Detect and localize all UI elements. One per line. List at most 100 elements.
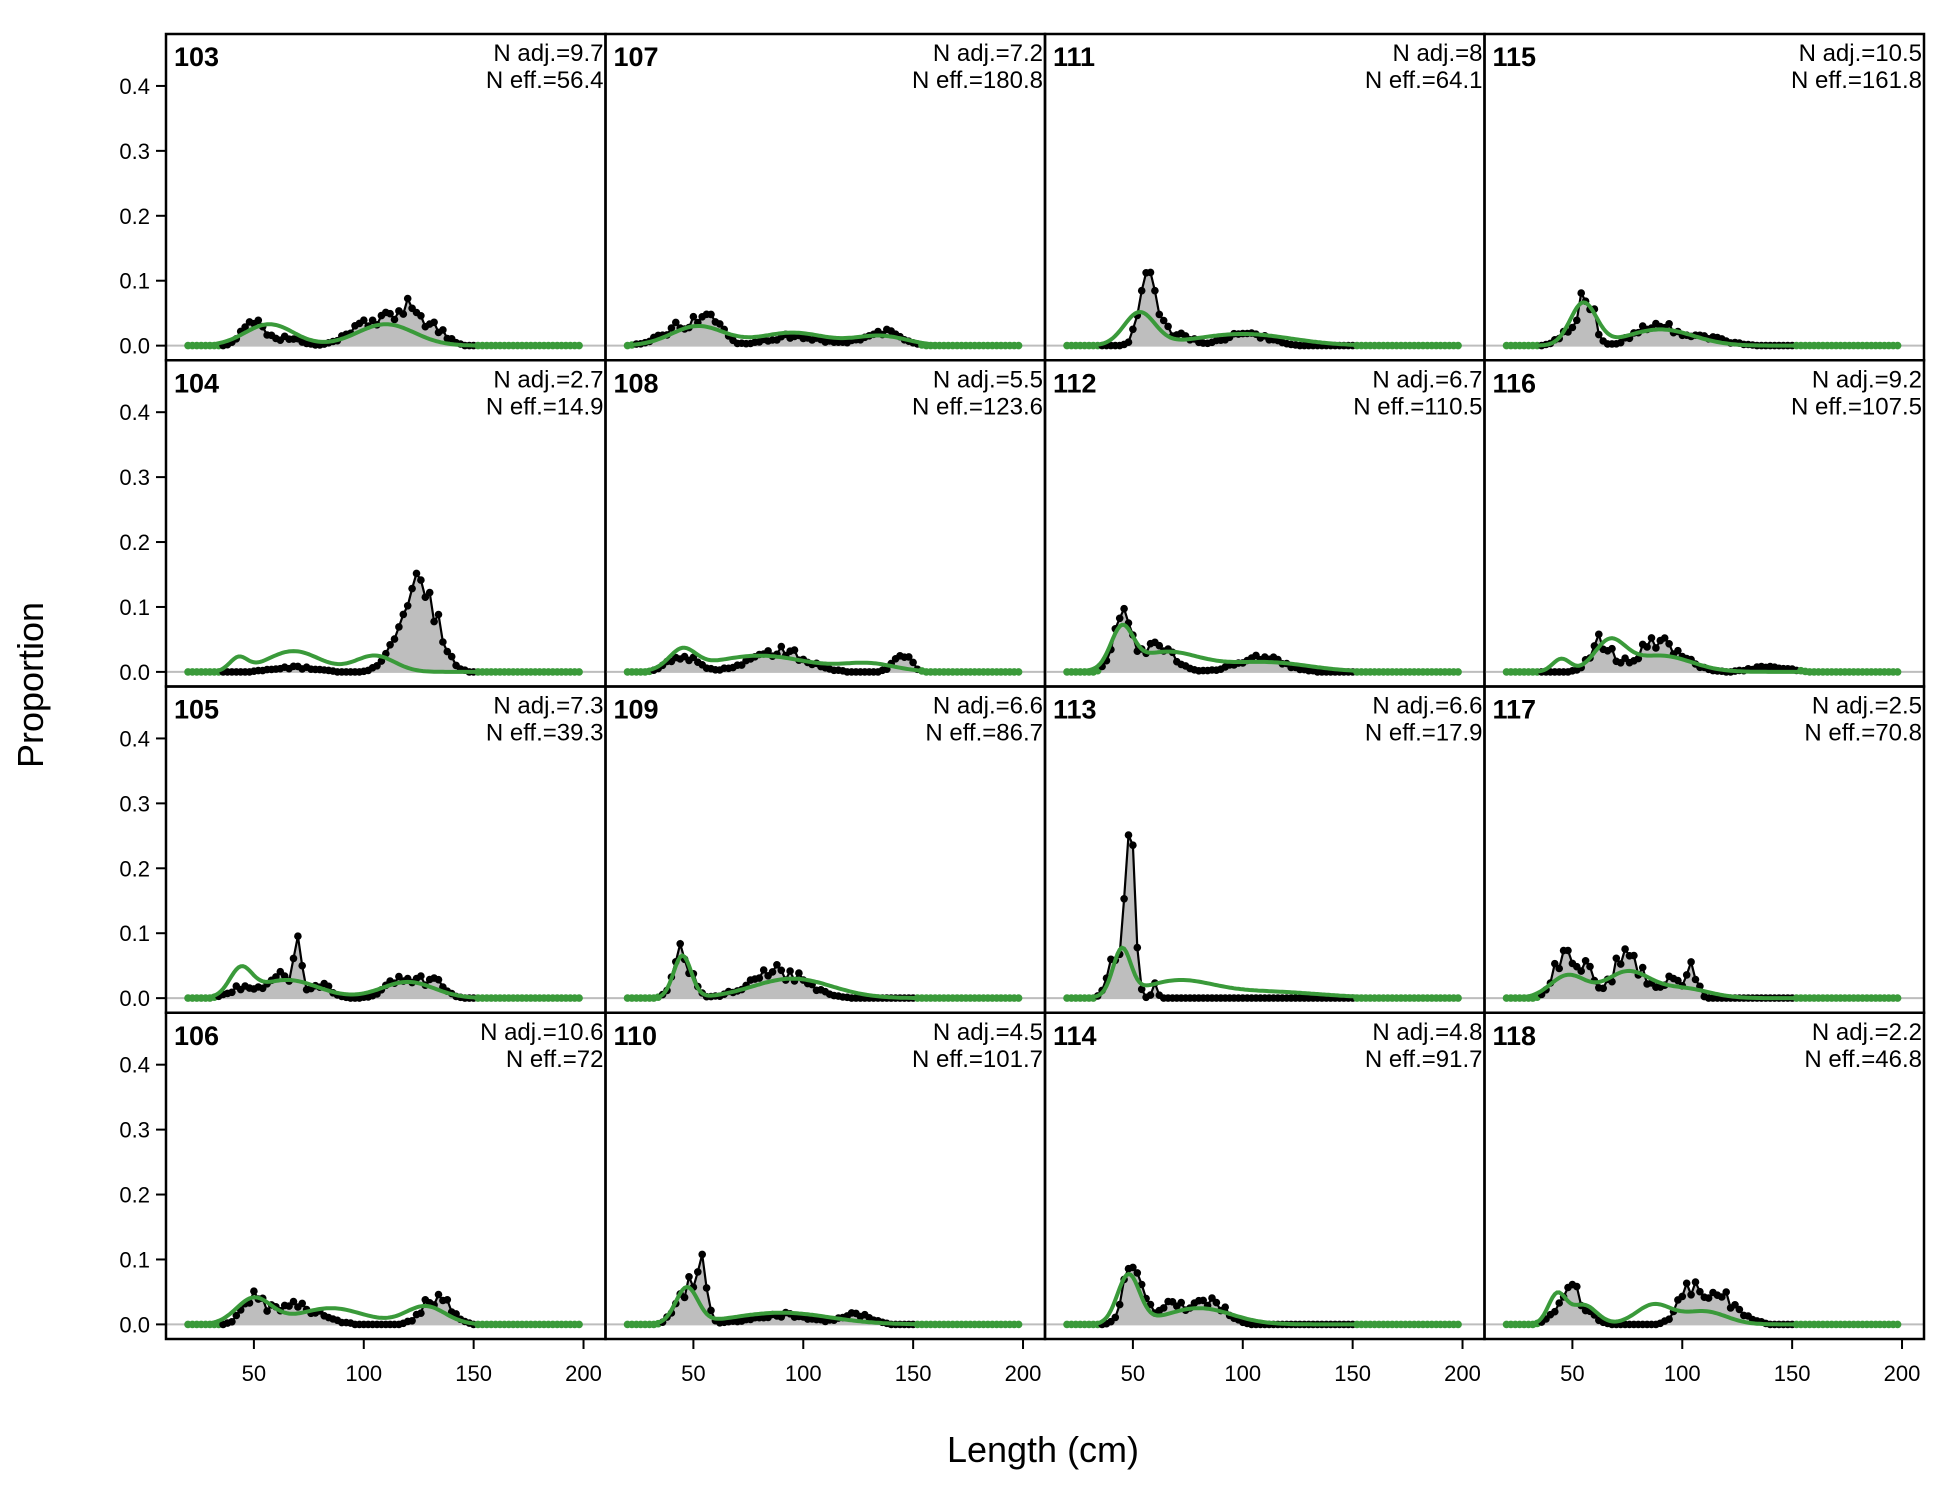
expected-line xyxy=(188,1295,580,1327)
observed-point xyxy=(1718,1293,1726,1301)
expected-line xyxy=(1067,1271,1459,1327)
panel-n-eff: N eff.=56.4 xyxy=(486,67,604,94)
observed-point xyxy=(1151,286,1159,295)
expected-line xyxy=(1506,968,1898,1001)
panel-title: 107 xyxy=(614,42,659,72)
observed-point xyxy=(1674,646,1682,655)
panel-n-eff: N eff.=14.9 xyxy=(486,393,604,420)
observed-point xyxy=(1551,1307,1559,1316)
x-tick-label: 50 xyxy=(1121,1361,1145,1386)
observed-point xyxy=(689,312,698,321)
panel-n-adj: N adj.=6.6 xyxy=(1372,693,1482,720)
observed-point xyxy=(1155,310,1164,319)
observed-point xyxy=(1137,1280,1146,1289)
observed-point xyxy=(1630,951,1638,960)
observed-point xyxy=(1146,991,1155,999)
observed-point xyxy=(685,1273,693,1281)
observed-point xyxy=(228,988,236,997)
panel-109: 109 N adj.=6.6N eff.=86.7 xyxy=(604,685,1047,1014)
y-tick-label: 0.2 xyxy=(119,204,150,229)
observed-point xyxy=(1551,959,1559,968)
expected-line xyxy=(188,964,580,1001)
expected-line xyxy=(1506,300,1898,348)
panel-title: 115 xyxy=(1493,42,1537,72)
observed-point xyxy=(1687,1291,1695,1299)
panel-n-adj: N adj.=10.5 xyxy=(1799,40,1922,67)
observed-point xyxy=(698,1250,706,1259)
observed-point xyxy=(777,966,786,975)
x-tick-label: 100 xyxy=(345,1361,382,1386)
observed-point xyxy=(1133,943,1142,952)
observed-point xyxy=(417,312,425,320)
observed-point xyxy=(1120,895,1128,903)
expected-line xyxy=(1067,309,1459,348)
observed-point xyxy=(1137,985,1146,994)
observed-area xyxy=(1506,293,1898,346)
observed-point xyxy=(755,974,764,982)
observed-point xyxy=(1124,831,1133,839)
observed-point xyxy=(395,623,403,631)
panel-115: 115 N adj.=10.5N eff.=161.8 xyxy=(1483,32,1926,362)
x-tick-label: 100 xyxy=(1664,1361,1701,1386)
panel-n-adj: N adj.=9.2 xyxy=(1812,366,1922,393)
observed-point xyxy=(1129,325,1137,334)
observed-point xyxy=(1221,1303,1229,1311)
panel-title: 114 xyxy=(1053,1021,1097,1051)
observed-point xyxy=(1704,1294,1713,1302)
observed-point xyxy=(672,318,680,327)
expected-line xyxy=(1506,636,1898,674)
x-tick-label: 200 xyxy=(1444,1361,1481,1386)
panel-title: 109 xyxy=(614,695,659,725)
observed-point xyxy=(1568,323,1577,332)
panel-n-adj: N adj.=4.8 xyxy=(1372,1019,1482,1046)
observed-point xyxy=(241,323,249,331)
observed-point xyxy=(298,1299,307,1308)
panel-title: 116 xyxy=(1493,368,1537,398)
observed-point xyxy=(1555,964,1563,973)
observed-point xyxy=(289,954,298,963)
observed-point xyxy=(294,932,302,940)
observed-point xyxy=(443,647,452,656)
observed-point xyxy=(1129,841,1137,849)
panel-110: 110 N adj.=4.5N eff.=101.7 50 100 150 200 xyxy=(604,1011,1047,1386)
observed-point xyxy=(408,584,416,593)
observed-point xyxy=(1177,1298,1185,1307)
observed-point xyxy=(795,969,803,977)
y-tick-label: 0.0 xyxy=(119,660,150,685)
observed-point xyxy=(417,576,425,584)
observed-point xyxy=(412,569,421,578)
panel-106: 106 N adj.=10.6N eff.=72 0.0 0.1 0.2 0.3 0.4 50… xyxy=(119,1011,607,1386)
observed-point xyxy=(676,940,684,948)
observed-point xyxy=(443,1296,452,1304)
observed-point xyxy=(1691,975,1700,984)
panel-114: 114 N adj.=4.8N eff.=91.7 50 100 150 200 xyxy=(1043,1011,1486,1386)
panel-title: 104 xyxy=(174,368,219,398)
panel-n-eff: N eff.=70.8 xyxy=(1804,720,1922,747)
observed-point xyxy=(1159,1304,1168,1312)
y-axis-title: Proportion xyxy=(10,602,51,768)
observed-point xyxy=(1146,268,1155,277)
observed-point xyxy=(707,310,715,319)
observed-point xyxy=(1616,338,1625,347)
observed-point xyxy=(1581,957,1590,965)
x-tick-label: 50 xyxy=(1560,1361,1584,1386)
observed-point xyxy=(1212,1298,1221,1307)
observed-point xyxy=(667,324,676,332)
panel-title: 113 xyxy=(1053,695,1097,725)
x-tick-label: 100 xyxy=(1224,1361,1261,1386)
panel-n-eff: N eff.=101.7 xyxy=(912,1046,1043,1073)
observed-point xyxy=(390,315,399,324)
observed-point xyxy=(1682,971,1691,979)
observed-point xyxy=(680,1293,689,1302)
observed-point xyxy=(1687,958,1695,966)
panel-n-eff: N eff.=86.7 xyxy=(925,720,1043,747)
observed-point xyxy=(777,642,786,651)
y-tick-label: 0.3 xyxy=(119,791,150,816)
observed-point xyxy=(1665,1315,1673,1323)
observed-point xyxy=(1124,338,1133,347)
observed-point xyxy=(1665,640,1673,648)
expected-line xyxy=(187,322,580,348)
observed-point xyxy=(773,961,781,969)
observed-point xyxy=(707,1306,715,1315)
x-tick-label: 200 xyxy=(1005,1361,1042,1386)
